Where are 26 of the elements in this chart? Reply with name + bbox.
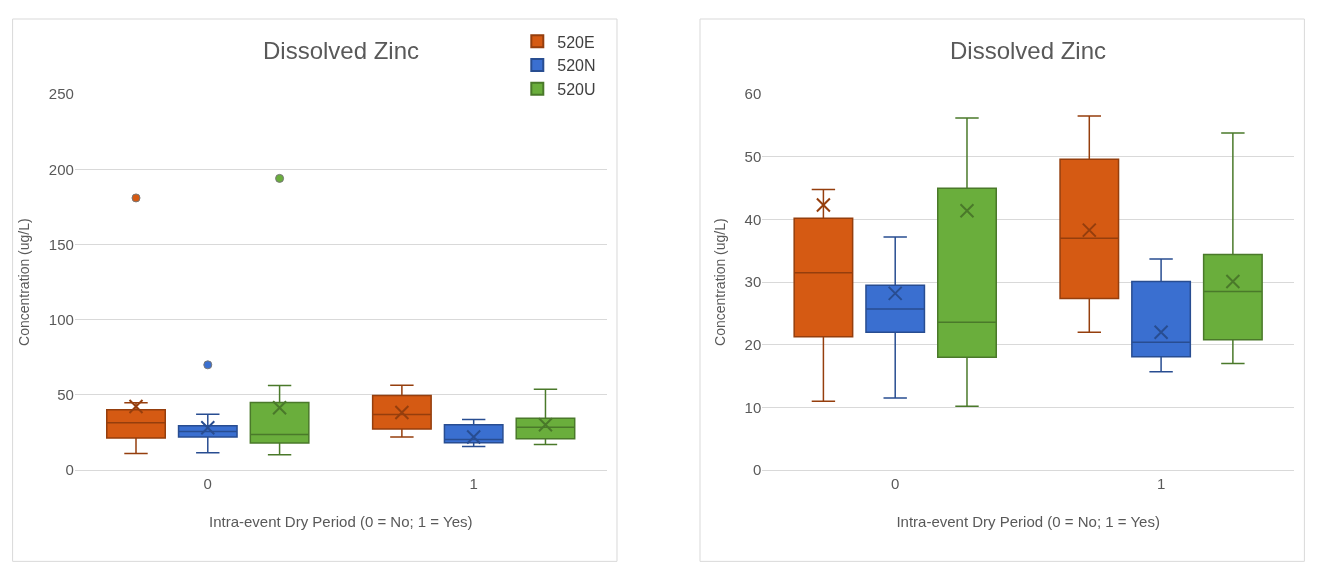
- legend-label: 520U: [557, 81, 596, 99]
- y-tick-label: 10: [744, 398, 762, 416]
- y-tick-label: 60: [744, 85, 762, 103]
- y-tick-label: 100: [48, 310, 74, 328]
- y-tick-label: 0: [752, 461, 762, 479]
- y-tick-label: 50: [744, 148, 762, 166]
- legend-label: 520E: [557, 33, 595, 51]
- x-axis-title: Intra-event Dry Period (0 = No; 1 = Yes): [209, 513, 473, 531]
- y-tick-label: 30: [744, 273, 762, 291]
- x-tick-label: 0: [203, 475, 212, 493]
- x-tick-label: 1: [469, 475, 478, 493]
- x-tick-label: 1: [1156, 475, 1166, 493]
- y-axis-title: Concentration (ug/L): [712, 218, 729, 346]
- legend-label: 520N: [557, 57, 596, 75]
- y-tick-label: 150: [48, 235, 74, 253]
- y-tick-label: 20: [744, 336, 762, 354]
- y-tick-label: 50: [57, 386, 74, 404]
- y-tick-label: 0: [65, 461, 74, 479]
- chart-title: Dissolved Zinc: [950, 37, 1107, 64]
- x-tick-label: 0: [891, 475, 900, 493]
- y-tick-label: 200: [48, 160, 74, 178]
- x-axis-title: Intra-event Dry Period (0 = No; 1 = Yes): [896, 513, 1160, 531]
- y-tick-label: 40: [744, 210, 762, 228]
- y-tick-label: 250: [48, 85, 74, 103]
- chart-title: Dissolved Zinc: [263, 37, 420, 64]
- y-axis-title: Concentration (ug/L): [16, 218, 33, 346]
